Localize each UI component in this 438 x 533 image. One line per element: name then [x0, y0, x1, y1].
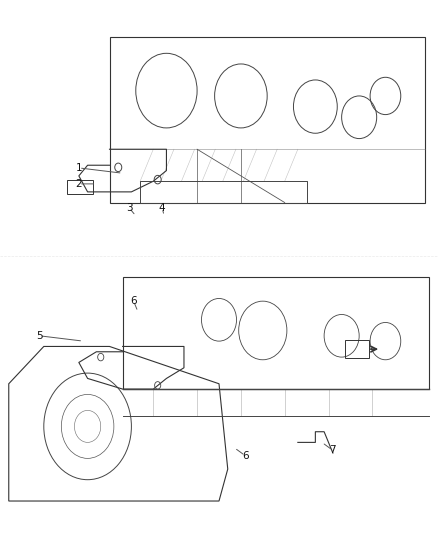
Text: 3: 3: [126, 203, 133, 213]
Text: 1: 1: [75, 163, 82, 173]
Text: 6: 6: [130, 296, 137, 306]
Text: 7: 7: [329, 446, 336, 455]
Text: 5: 5: [36, 331, 43, 341]
Text: 2: 2: [75, 179, 82, 189]
Text: 4: 4: [159, 203, 166, 213]
Text: 6: 6: [242, 451, 249, 461]
